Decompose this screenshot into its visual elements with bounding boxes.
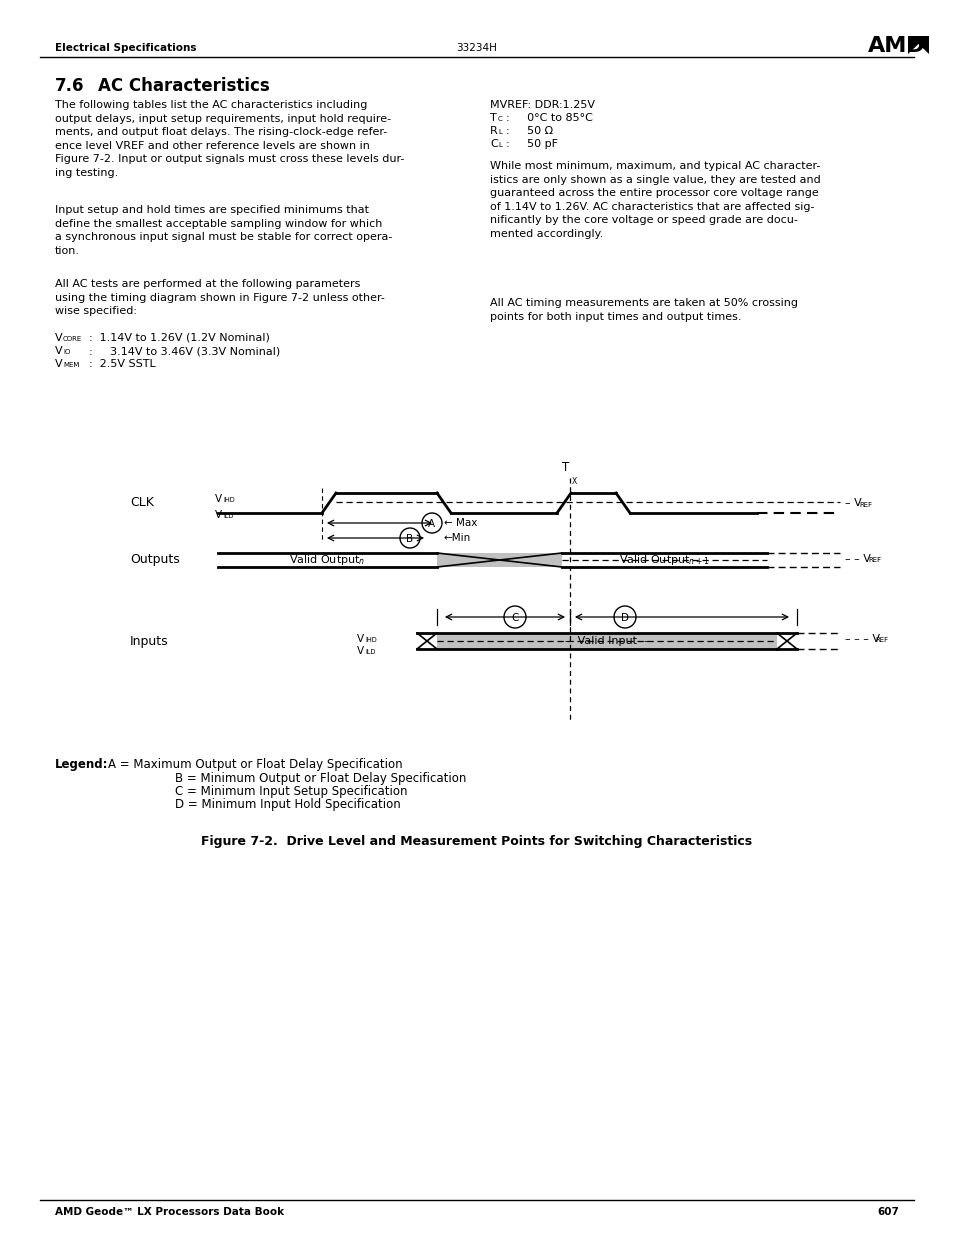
- Text: T: T: [561, 461, 569, 474]
- Text: All AC timing measurements are taken at 50% crossing
points for both input times: All AC timing measurements are taken at …: [490, 298, 797, 321]
- Text: Inputs: Inputs: [130, 635, 169, 647]
- Bar: [907, 36, 928, 54]
- Bar: [561, 553, 766, 567]
- Text: :  2.5V SSTL: : 2.5V SSTL: [89, 359, 155, 369]
- Text: REF: REF: [874, 637, 887, 643]
- Text: :  1.14V to 1.26V (1.2V Nominal): : 1.14V to 1.26V (1.2V Nominal): [89, 333, 270, 343]
- Text: B: B: [406, 534, 413, 543]
- Text: Legend:: Legend:: [55, 758, 109, 771]
- Text: AMD Geode™ LX Processors Data Book: AMD Geode™ LX Processors Data Book: [55, 1207, 284, 1216]
- Text: ←Min: ←Min: [443, 534, 471, 543]
- Text: While most minimum, maximum, and typical AC character-
istics are only shown as : While most minimum, maximum, and typical…: [490, 161, 820, 240]
- Bar: [436, 634, 776, 650]
- Text: –  Valid Input  –: – Valid Input –: [564, 636, 649, 646]
- Text: REF: REF: [867, 557, 881, 563]
- Text: – V: – V: [844, 498, 861, 508]
- Text: 607: 607: [876, 1207, 898, 1216]
- Text: MEM: MEM: [63, 362, 79, 368]
- Polygon shape: [907, 44, 928, 54]
- Text: Valid Output$_{n+1}$: Valid Output$_{n+1}$: [618, 553, 709, 567]
- Bar: [776, 634, 796, 650]
- Text: V: V: [55, 359, 63, 369]
- Text: C = Minimum Input Setup Specification: C = Minimum Input Setup Specification: [174, 785, 407, 798]
- Text: 33234H: 33234H: [456, 43, 497, 53]
- Text: ILD: ILD: [223, 513, 233, 519]
- Text: T: T: [490, 112, 497, 124]
- Text: – – – V: – – – V: [844, 634, 879, 643]
- Text: CORE: CORE: [63, 336, 82, 342]
- Text: L: L: [497, 128, 501, 135]
- Text: Figure 7-2.  Drive Level and Measurement Points for Switching Characteristics: Figure 7-2. Drive Level and Measurement …: [201, 835, 752, 848]
- Text: :     50 pF: : 50 pF: [505, 140, 558, 149]
- Text: V: V: [356, 634, 364, 643]
- Text: :     0°C to 85°C: : 0°C to 85°C: [505, 112, 592, 124]
- Text: V: V: [55, 333, 63, 343]
- Text: IHD: IHD: [223, 496, 234, 503]
- Text: B = Minimum Output or Float Delay Specification: B = Minimum Output or Float Delay Specif…: [174, 772, 466, 785]
- Text: Outputs: Outputs: [130, 553, 179, 567]
- Text: 7.6: 7.6: [55, 77, 85, 95]
- Text: Valid Output$_n$: Valid Output$_n$: [289, 553, 365, 567]
- Text: :     3.14V to 3.46V (3.3V Nominal): : 3.14V to 3.46V (3.3V Nominal): [89, 346, 280, 356]
- Bar: [416, 634, 436, 650]
- Text: V: V: [356, 646, 364, 656]
- Text: AC Characteristics: AC Characteristics: [98, 77, 270, 95]
- Text: ILD: ILD: [365, 650, 375, 655]
- Text: D: D: [620, 613, 628, 622]
- Text: L: L: [497, 142, 501, 148]
- Text: REF: REF: [858, 501, 871, 508]
- Text: All AC tests are performed at the following parameters
using the timing diagram : All AC tests are performed at the follow…: [55, 279, 384, 316]
- Bar: [436, 553, 561, 567]
- Text: Electrical Specifications: Electrical Specifications: [55, 43, 196, 53]
- Text: MVREF: DDR:1.25V: MVREF: DDR:1.25V: [490, 100, 595, 110]
- Text: C: C: [511, 613, 517, 622]
- Text: IHD: IHD: [365, 637, 376, 643]
- Text: A = Maximum Output or Float Delay Specification: A = Maximum Output or Float Delay Specif…: [108, 758, 402, 771]
- Text: IO: IO: [63, 350, 71, 354]
- Text: R: R: [490, 126, 497, 136]
- Text: C: C: [490, 140, 497, 149]
- Text: D = Minimum Input Hold Specification: D = Minimum Input Hold Specification: [174, 798, 400, 811]
- Text: V: V: [214, 510, 222, 520]
- Text: V: V: [214, 494, 222, 504]
- Text: – – V: – – V: [844, 555, 870, 564]
- Text: :     50 Ω: : 50 Ω: [505, 126, 553, 136]
- Text: Input setup and hold times are specified minimums that
define the smallest accep: Input setup and hold times are specified…: [55, 205, 392, 256]
- Text: C: C: [497, 116, 502, 122]
- Text: CLK: CLK: [130, 496, 153, 510]
- Text: V: V: [55, 346, 63, 356]
- Text: AMD: AMD: [867, 36, 924, 56]
- Text: A: A: [428, 519, 435, 529]
- Text: ← Max: ← Max: [443, 517, 476, 529]
- Text: The following tables list the AC characteristics including
output delays, input : The following tables list the AC charact…: [55, 100, 404, 178]
- Text: X: X: [572, 477, 577, 487]
